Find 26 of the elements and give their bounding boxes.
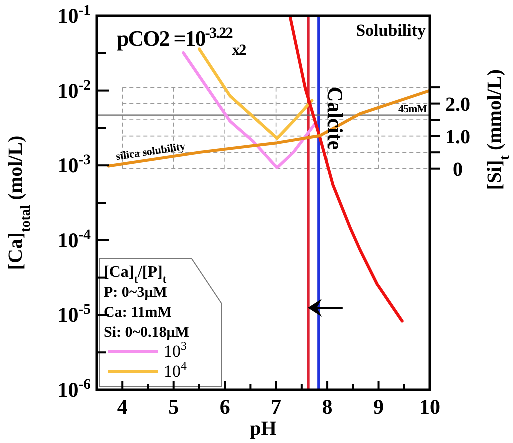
annotation: Si: 0~0.18μM — [104, 325, 190, 341]
y-tick-label: 10$^{-2}$ — [58, 78, 91, 103]
x-tick-label: 6 — [220, 395, 230, 419]
x-tick-label: 8 — [322, 395, 333, 419]
y2-tick-label: 0 — [453, 158, 463, 181]
annotation: Solubility — [356, 21, 426, 40]
y-tick-label: 10$^{-6}$ — [58, 377, 91, 402]
annotation: P: 0~3μM — [104, 285, 168, 301]
text: silica solubility — [115, 140, 187, 164]
y2-tick-label: 2.0 — [446, 94, 470, 116]
x-tick-label: 7 — [271, 395, 282, 419]
x-axis-title: pH — [250, 418, 278, 440]
x-tick-label: 9 — [374, 395, 384, 419]
ref-line-label: 45mM — [398, 103, 428, 116]
x-tick-label: 4 — [117, 395, 128, 419]
y-tick-label: 10$^{-5}$ — [58, 302, 91, 328]
legend-label: 10$^{3}$ — [164, 339, 187, 361]
y-tick-label: 10$^{-1}$ — [58, 3, 91, 28]
legend-title: [Ca]$_{t}$/[P]$_{t}$ — [104, 264, 167, 286]
legend-label: 10$^{4}$ — [164, 359, 187, 381]
x-tick-label: 5 — [168, 395, 180, 419]
x-tick-label: 10 — [420, 395, 440, 419]
y-tick-label: 10$^{-4}$ — [58, 227, 92, 252]
y2-tick-label: 1.0 — [446, 126, 470, 148]
text: Calcite — [323, 87, 348, 150]
y-tick-label: 10$^{-3}$ — [58, 152, 91, 178]
